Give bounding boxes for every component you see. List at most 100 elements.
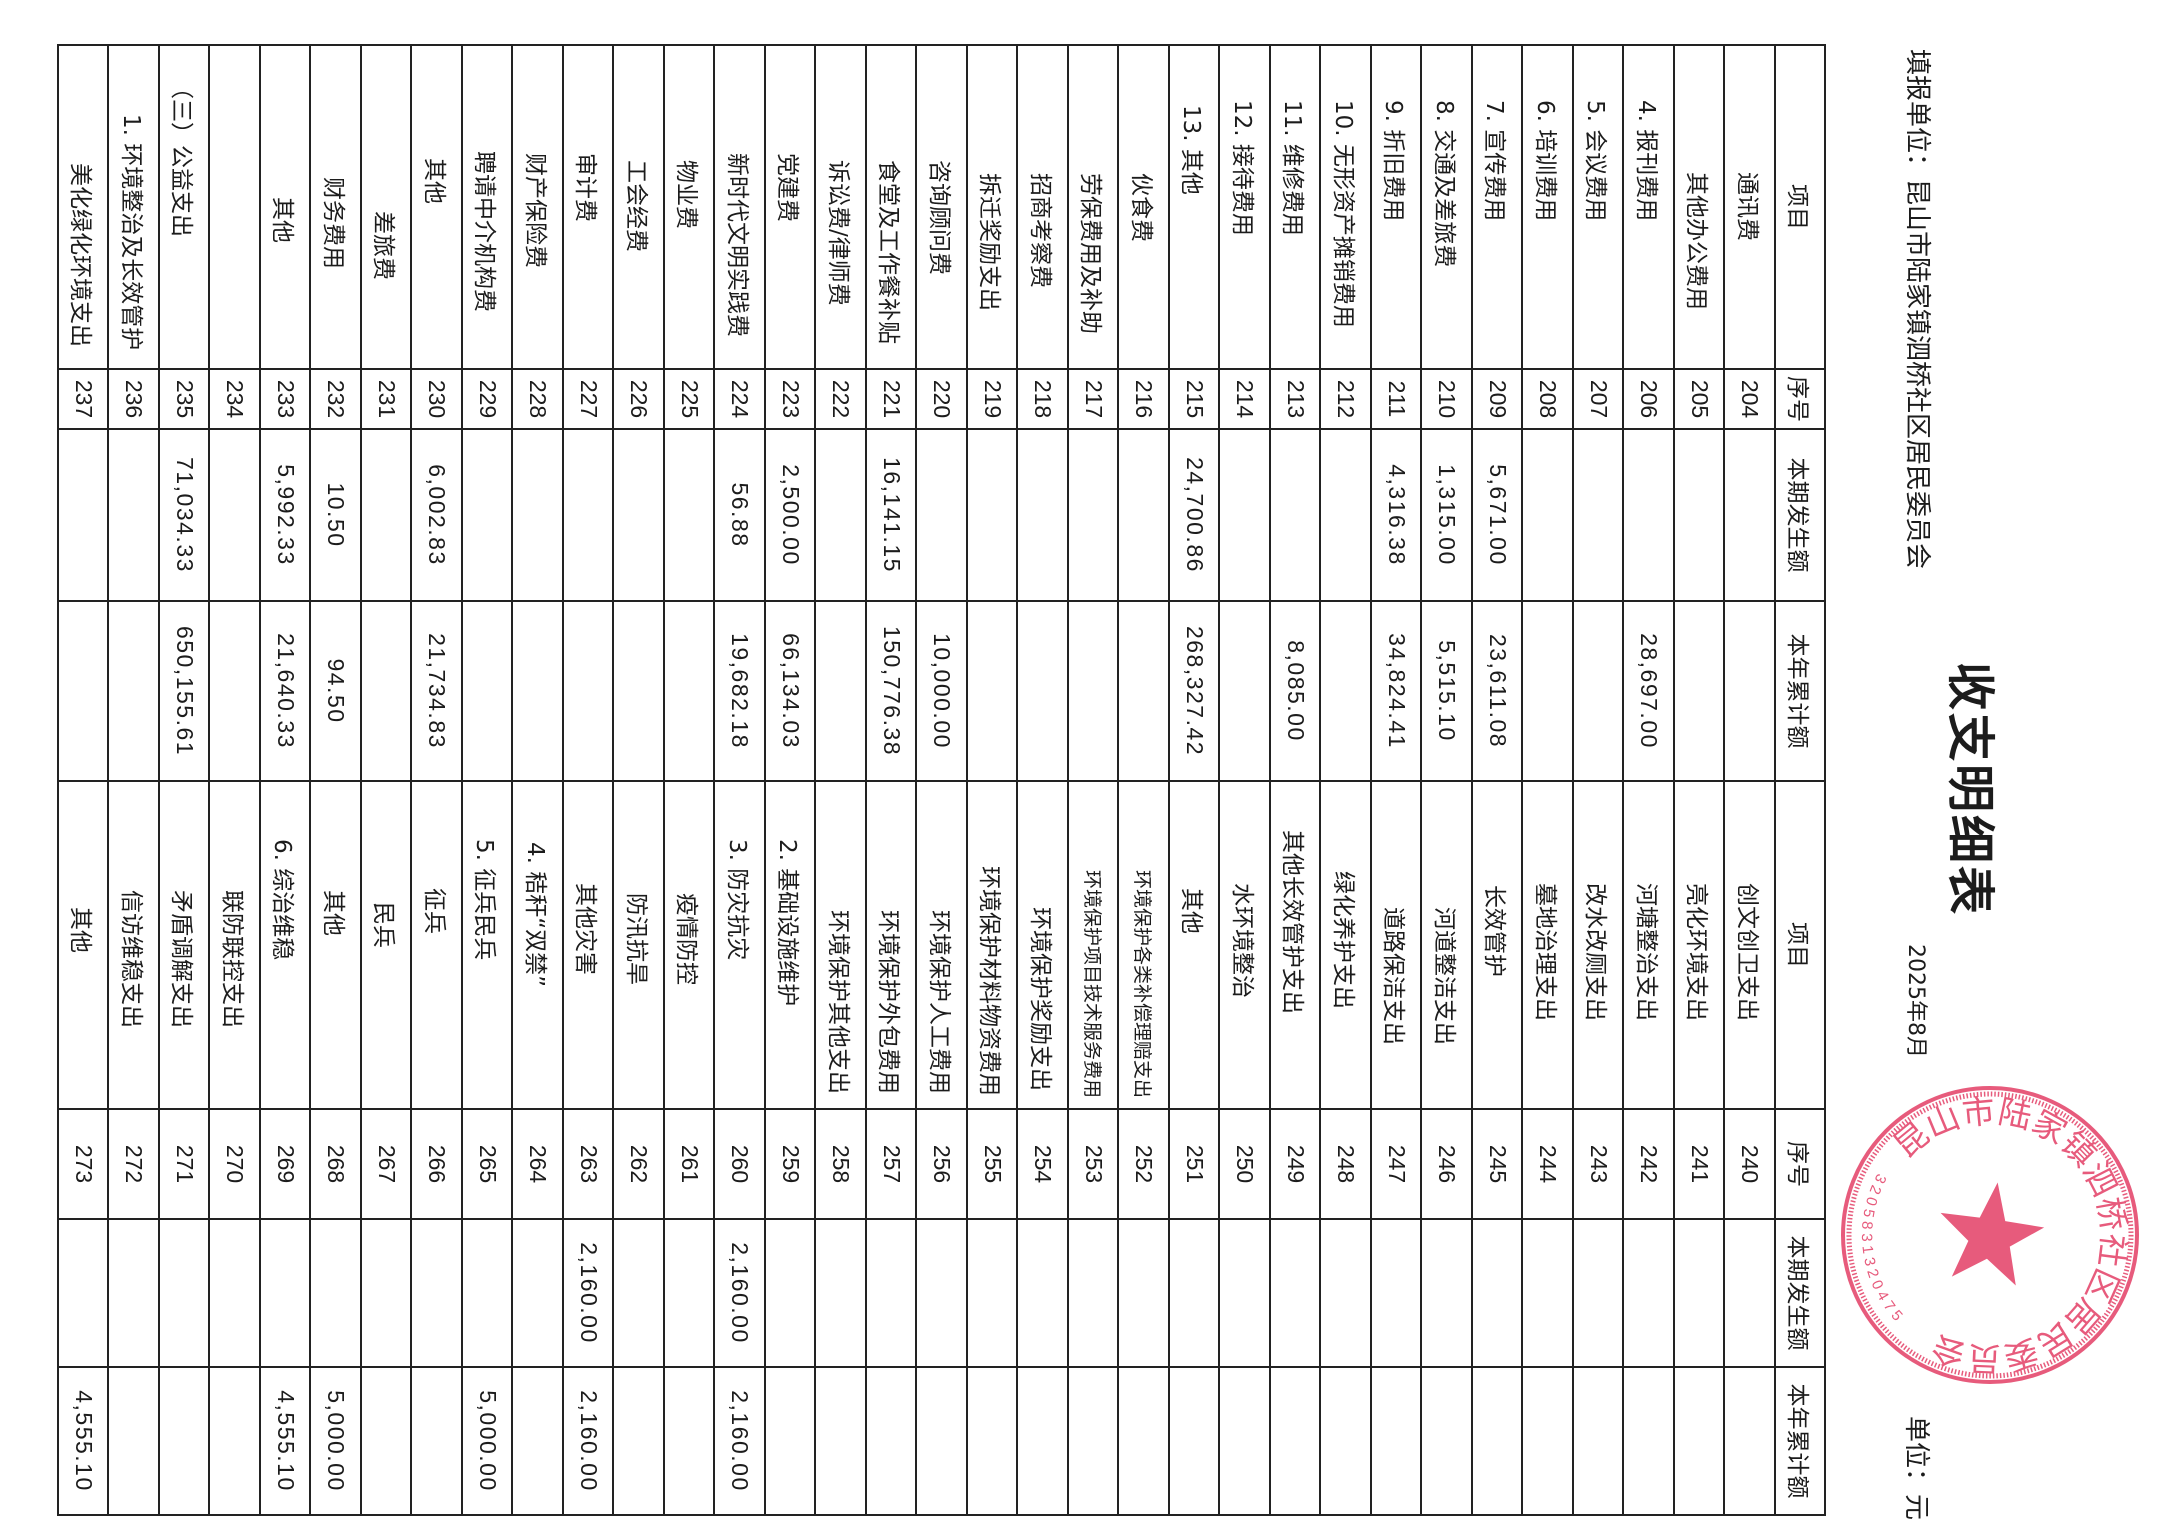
- item-name: 8. 交通及差旅费: [1421, 45, 1472, 369]
- row-number: 228: [512, 369, 563, 429]
- table-row: 财产保险费 228 4. 秸秆“双禁” 264: [512, 45, 563, 1515]
- item-name: 长效管护: [1472, 781, 1523, 1109]
- row-number: 240: [1724, 1109, 1775, 1219]
- row-number: 243: [1573, 1109, 1624, 1219]
- row-number: 225: [664, 369, 715, 429]
- row-number: 264: [512, 1109, 563, 1219]
- row-number: 216: [1118, 369, 1169, 429]
- ytd-amount: [1623, 1367, 1674, 1515]
- row-number: 249: [1270, 1109, 1321, 1219]
- row-number: 252: [1118, 1109, 1169, 1219]
- ytd-amount: [58, 601, 109, 781]
- table-row: 6. 培训费用 208 墓地治理支出 244: [1522, 45, 1573, 1515]
- row-number: 248: [1320, 1109, 1371, 1219]
- current-amount: [1169, 1219, 1220, 1367]
- current-amount: [1472, 1219, 1523, 1367]
- current-amount: [613, 429, 664, 601]
- item-name: （三）公益支出: [159, 45, 210, 369]
- item-name: 疫情防控: [664, 781, 715, 1109]
- current-amount: [1320, 1219, 1371, 1367]
- item-name: 诉讼费/律师费: [815, 45, 866, 369]
- row-number: 227: [563, 369, 614, 429]
- row-number: 257: [866, 1109, 917, 1219]
- official-seal: 昆山市陆家镇泗桥社区居民委员会 3205831320475: [1841, 1086, 2139, 1384]
- current-amount: [361, 429, 412, 601]
- row-number: 244: [1522, 1109, 1573, 1219]
- row-number: 241: [1674, 1109, 1725, 1219]
- current-amount: [108, 1219, 159, 1367]
- current-amount: [815, 429, 866, 601]
- ytd-amount: [361, 1367, 412, 1515]
- current-amount: [1017, 1219, 1068, 1367]
- table-row: 13. 其他 215 24,700.86 268,327.42 其他 251: [1169, 45, 1220, 1515]
- item-name: 环境保护人工费用: [916, 781, 967, 1109]
- current-amount: [1118, 429, 1169, 601]
- item-name: 信访维稳支出: [108, 781, 159, 1109]
- table-row: 新时代文明实践费 224 56.88 19,682.18 3. 防灾抗灾 260 2,160…: [714, 45, 765, 1515]
- current-amount: [512, 1219, 563, 1367]
- ytd-amount: [815, 1367, 866, 1515]
- current-amount: [1219, 429, 1270, 601]
- table-row: 美化绿化环境支出 237 其他 273 4,555.10: [58, 45, 109, 1515]
- current-amount: [1522, 1219, 1573, 1367]
- row-number: 259: [765, 1109, 816, 1219]
- ytd-amount: [1674, 601, 1725, 781]
- ytd-amount: 2,160.00: [714, 1367, 765, 1515]
- row-number: 266: [411, 1109, 462, 1219]
- current-amount: [1724, 1219, 1775, 1367]
- ytd-amount: [209, 1367, 260, 1515]
- row-number: 256: [916, 1109, 967, 1219]
- row-number: 231: [361, 369, 412, 429]
- ytd-amount: [1320, 601, 1371, 781]
- current-amount: [1371, 1219, 1422, 1367]
- item-name: 环境保护奖励支出: [1017, 781, 1068, 1109]
- current-amount: 24,700.86: [1169, 429, 1220, 601]
- current-amount: [664, 1219, 715, 1367]
- header-ytd: 本年累计额: [1775, 1367, 1825, 1515]
- row-number: 204: [1724, 369, 1775, 429]
- item-name: 9. 折旧费用: [1371, 45, 1422, 369]
- ytd-amount: [866, 1367, 917, 1515]
- current-amount: 5,671.00: [1472, 429, 1523, 601]
- current-amount: [1270, 1219, 1321, 1367]
- item-name: 聘请中介机构费: [462, 45, 513, 369]
- item-name: 征兵: [411, 781, 462, 1109]
- item-name: 联防联控支出: [209, 781, 260, 1109]
- item-name: 民兵: [361, 781, 412, 1109]
- row-number: 206: [1623, 369, 1674, 429]
- ytd-amount: 23,611.08: [1472, 601, 1523, 781]
- ytd-amount: [411, 1367, 462, 1515]
- item-name: 其他长效管护支出: [1270, 781, 1321, 1109]
- current-amount: [1522, 429, 1573, 601]
- seal-outer-ring: [1841, 1086, 2139, 1384]
- item-name: 墓地治理支出: [1522, 781, 1573, 1109]
- table-row: 伙食费 216 环境保护各类补偿理赔支出 252: [1118, 45, 1169, 1515]
- ytd-amount: [462, 601, 513, 781]
- table-row: 12. 接待费用 214 水环境整治 250: [1219, 45, 1270, 1515]
- ytd-amount: [815, 601, 866, 781]
- seal-inner-ring: [1846, 1091, 2134, 1379]
- ytd-amount: [1724, 1367, 1775, 1515]
- ytd-amount: [967, 601, 1018, 781]
- ytd-amount: [1219, 1367, 1270, 1515]
- item-name: 4. 秸秆“双禁”: [512, 781, 563, 1109]
- item-name: 河道整洁支出: [1421, 781, 1472, 1109]
- header-current: 本期发生额: [1775, 1219, 1825, 1367]
- ytd-amount: 5,000.00: [462, 1367, 513, 1515]
- ytd-amount: 150,776.38: [866, 601, 917, 781]
- item-name: 其他: [310, 781, 361, 1109]
- current-amount: [866, 1219, 917, 1367]
- current-amount: [209, 429, 260, 601]
- table-header-row: 项目 序号 本期发生额 本年累计额 项目 序号 本期发生额 本年累计额: [1775, 45, 1825, 1515]
- item-name: 3. 防灾抗灾: [714, 781, 765, 1109]
- current-amount: [108, 429, 159, 601]
- row-number: 242: [1623, 1109, 1674, 1219]
- current-amount: [1320, 429, 1371, 601]
- ytd-amount: 2,160.00: [563, 1367, 614, 1515]
- current-amount: 16,141.15: [866, 429, 917, 601]
- item-name: 改水改厕支出: [1573, 781, 1624, 1109]
- table-row: （三）公益支出 235 71,034.33 650,155.61 矛盾调解支出 271: [159, 45, 210, 1515]
- row-number: 235: [159, 369, 210, 429]
- item-name: 其他办公费用: [1674, 45, 1725, 369]
- seal-code: 3205831320475: [1858, 1171, 1906, 1325]
